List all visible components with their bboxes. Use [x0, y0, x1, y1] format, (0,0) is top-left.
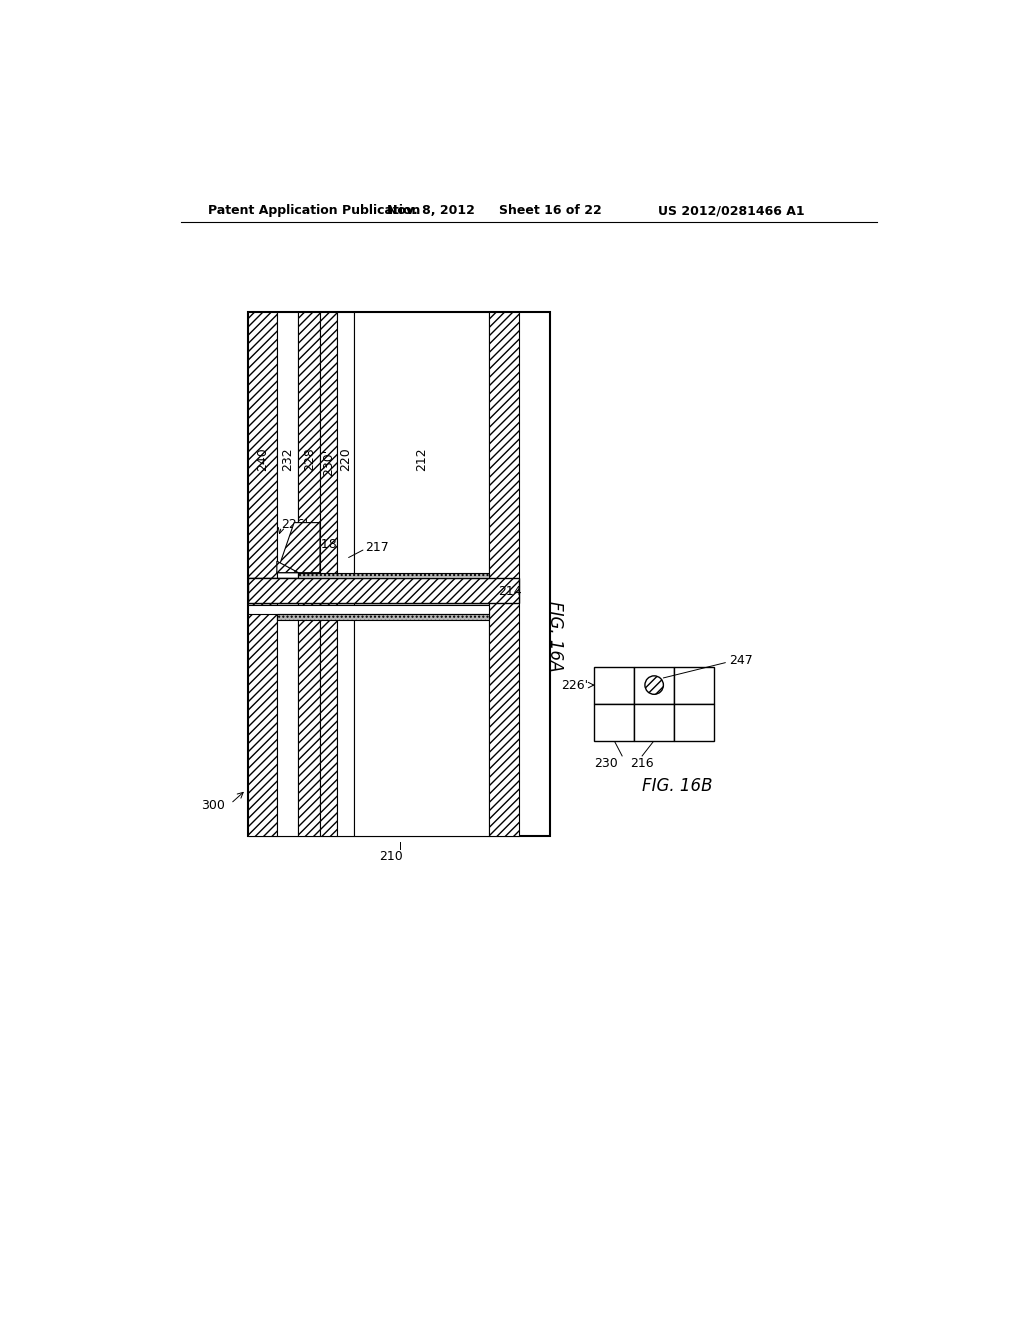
Text: 228: 228 — [303, 447, 315, 470]
Bar — [248, 313, 550, 836]
Text: US 2012/0281466 A1: US 2012/0281466 A1 — [657, 205, 805, 218]
Bar — [319, 313, 337, 836]
Text: 226': 226' — [561, 678, 588, 692]
Text: FIG. 16B: FIG. 16B — [642, 777, 713, 796]
Text: 214: 214 — [499, 585, 522, 598]
Text: 218: 218 — [313, 539, 337, 552]
Bar — [337, 313, 354, 836]
Polygon shape — [276, 523, 319, 573]
Text: 216: 216 — [631, 758, 654, 771]
Text: Patent Application Publication: Patent Application Publication — [208, 205, 420, 218]
Text: 210: 210 — [379, 850, 402, 863]
Bar — [248, 578, 488, 603]
Text: 247: 247 — [730, 653, 754, 667]
Bar — [594, 667, 634, 704]
Bar — [594, 704, 634, 741]
Text: 240: 240 — [256, 447, 268, 470]
Bar — [248, 313, 276, 836]
Bar — [634, 667, 674, 704]
Text: 226': 226' — [281, 519, 308, 532]
Bar — [276, 614, 488, 619]
Text: 212: 212 — [415, 447, 428, 470]
Text: Sheet 16 of 22: Sheet 16 of 22 — [499, 205, 601, 218]
Bar — [298, 573, 488, 578]
Text: Nov. 8, 2012: Nov. 8, 2012 — [387, 205, 475, 218]
Bar — [674, 667, 714, 704]
Text: 232: 232 — [282, 447, 294, 470]
Bar — [248, 578, 519, 603]
Text: 220: 220 — [339, 447, 352, 470]
Text: 217: 217 — [366, 541, 389, 554]
Bar — [248, 605, 488, 614]
Bar — [276, 313, 298, 836]
Text: 230': 230' — [322, 449, 335, 477]
Polygon shape — [276, 561, 298, 573]
Circle shape — [645, 676, 664, 694]
Bar — [674, 704, 714, 741]
Bar — [488, 313, 519, 836]
Text: 300: 300 — [202, 799, 225, 812]
Bar — [298, 313, 319, 836]
Text: 230: 230 — [594, 758, 618, 771]
Text: FIG. 16A: FIG. 16A — [547, 601, 564, 671]
Bar — [354, 313, 488, 836]
Bar — [634, 704, 674, 741]
